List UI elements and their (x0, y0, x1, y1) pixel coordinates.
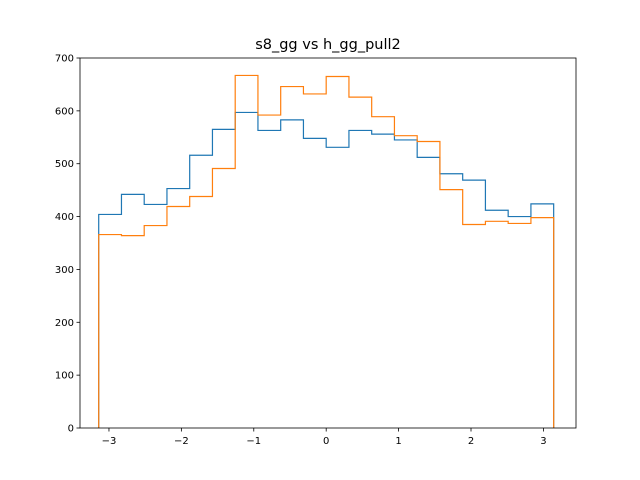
x-tick-label: 1 (395, 436, 401, 447)
x-tick-label: −3 (102, 436, 117, 447)
y-tick-label: 700 (55, 54, 74, 65)
series-2-step (98, 74, 555, 428)
x-tick-label: −2 (174, 436, 189, 447)
y-tick-label: 600 (55, 106, 74, 117)
chart-title: s8_gg vs h_gg_pull2 (255, 37, 401, 53)
y-tick-label: 100 (55, 371, 74, 382)
y-tick-label: 300 (55, 265, 74, 276)
y-tick-label: 0 (68, 424, 74, 435)
x-axis: −3 −2 −1 0 1 2 3 (102, 428, 547, 447)
x-tick-label: 3 (540, 436, 546, 447)
x-tick-label: −1 (246, 436, 261, 447)
y-tick-label: 500 (55, 159, 74, 170)
plot-frame (79, 57, 577, 429)
y-tick-label: 400 (55, 212, 74, 223)
series-layer (98, 74, 555, 428)
series-1-step (98, 111, 555, 428)
y-tick-label: 200 (55, 318, 74, 329)
x-tick-label: 0 (323, 436, 329, 447)
y-axis: 0 100 200 300 400 500 600 700 (55, 54, 80, 435)
x-tick-label: 2 (468, 436, 474, 447)
